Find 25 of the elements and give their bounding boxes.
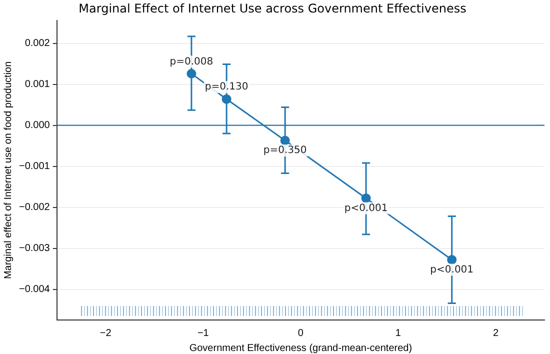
x-tick-label: 0 <box>298 328 304 339</box>
annotation: p=0.130 <box>204 82 248 93</box>
y-tick-label: −0.003 <box>18 243 50 254</box>
annotation: p=0.008 <box>170 56 214 68</box>
annotation: p=0.350 <box>263 145 307 156</box>
x-tick-label: −2 <box>100 328 112 339</box>
point <box>280 136 290 146</box>
annotation: p<0.001 <box>430 264 474 276</box>
point <box>186 68 196 78</box>
point <box>361 194 371 204</box>
annotation: p<0.001 <box>344 202 388 214</box>
y-tick-label: −0.002 <box>18 202 50 214</box>
x-tick-label: 2 <box>492 328 499 339</box>
y-tick-label: 0.002 <box>24 38 50 50</box>
y-tick-label: −0.001 <box>18 161 50 172</box>
y-tick-label: 0.000 <box>24 120 50 132</box>
point <box>447 255 457 264</box>
x-tick-label: 1 <box>395 328 402 339</box>
y-tick-label: 0.001 <box>24 79 50 90</box>
y-axis-title: Marginal effect of Internet use on food production <box>2 61 14 280</box>
x-axis-title: Government Effectiveness (grand-mean-centered) <box>189 342 412 354</box>
chart-title: Marginal Effect of Internet Use across Government Effectiveness <box>78 1 466 16</box>
point <box>222 94 232 104</box>
y-tick-label: −0.004 <box>18 284 50 296</box>
x-tick-label: −1 <box>197 328 210 339</box>
